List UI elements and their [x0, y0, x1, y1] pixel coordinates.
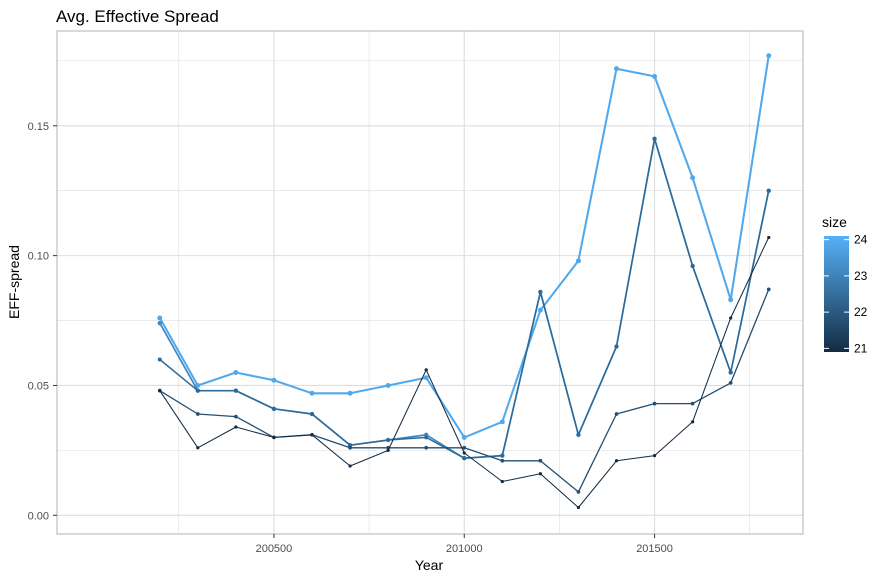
data-point [576, 432, 581, 437]
data-point [500, 458, 505, 463]
data-point [538, 458, 543, 463]
plot-panel-border [56, 30, 804, 535]
data-point [309, 390, 315, 396]
y-tick-label: 0.10 [28, 251, 49, 263]
data-point [767, 235, 771, 240]
data-point [385, 382, 391, 388]
data-point [348, 445, 352, 450]
data-point [423, 375, 429, 381]
y-tick-label: 0.15 [28, 121, 49, 133]
data-point [158, 389, 162, 393]
data-point [462, 456, 467, 461]
data-point [499, 419, 505, 425]
data-point [234, 414, 238, 419]
y-axis-label: EFF-spread [6, 245, 22, 319]
data-point [575, 258, 581, 264]
data-point [462, 451, 466, 455]
data-point [652, 73, 658, 79]
data-point [461, 434, 467, 440]
data-point [234, 425, 238, 429]
data-point [500, 479, 504, 484]
legend-tick-label: 22 [854, 305, 868, 319]
data-point [690, 401, 695, 406]
data-point [614, 344, 619, 349]
y-tick-label: 0.00 [28, 510, 49, 522]
x-tick-label: 201500 [636, 543, 673, 555]
data-point [614, 66, 619, 72]
data-point [729, 316, 733, 320]
legend-title: size [822, 214, 847, 230]
legend: size 21 22 23 24 [822, 214, 868, 355]
data-point [424, 435, 429, 440]
data-point [347, 390, 353, 396]
data-point [614, 459, 619, 463]
data-point [386, 448, 390, 453]
legend-colorbar [824, 236, 849, 352]
data-point [462, 445, 467, 450]
data-point [728, 381, 733, 385]
data-point [652, 453, 657, 458]
data-point [690, 420, 695, 424]
data-point [538, 289, 543, 294]
data-point [157, 357, 162, 362]
x-axis-label: Year [415, 557, 444, 573]
data-point [424, 368, 428, 372]
data-point [614, 412, 619, 416]
data-point [157, 315, 163, 321]
data-point [766, 287, 771, 292]
x-tick-label: 200500 [256, 543, 293, 555]
data-point [728, 297, 734, 303]
data-point [690, 175, 696, 181]
data-point [766, 53, 772, 59]
data-point [195, 382, 201, 388]
grid [57, 31, 803, 534]
data-point [576, 505, 581, 510]
data-point [652, 401, 657, 406]
axes: 0.00 0.05 0.10 0.15 200500 201000 201500 [28, 121, 673, 555]
data-point [500, 453, 505, 458]
chart-title: Avg. Effective Spread [56, 7, 219, 26]
data-point [310, 433, 314, 437]
data-point [766, 188, 771, 193]
data-point [233, 370, 239, 375]
data-point [348, 443, 353, 448]
data-point [196, 446, 200, 450]
y-tick-label: 0.05 [28, 380, 49, 392]
data-point [271, 406, 276, 411]
data-point [348, 464, 352, 468]
x-tick-label: 201000 [446, 543, 483, 555]
data-point [576, 490, 581, 494]
legend-tick-label: 24 [854, 233, 868, 247]
data-point [157, 320, 162, 326]
series-group [157, 53, 772, 510]
data-point [690, 264, 695, 269]
data-point [652, 136, 657, 141]
data-point [424, 445, 429, 450]
data-point [195, 388, 200, 393]
data-point [272, 435, 276, 440]
data-point [728, 370, 733, 375]
data-point [538, 472, 543, 476]
data-point [233, 388, 238, 393]
data-point [271, 377, 277, 383]
data-point [310, 412, 315, 417]
legend-tick-label: 21 [854, 341, 868, 355]
data-point [195, 412, 200, 416]
legend-tick-label: 23 [854, 269, 868, 283]
data-point [386, 438, 391, 442]
data-point [537, 307, 543, 313]
